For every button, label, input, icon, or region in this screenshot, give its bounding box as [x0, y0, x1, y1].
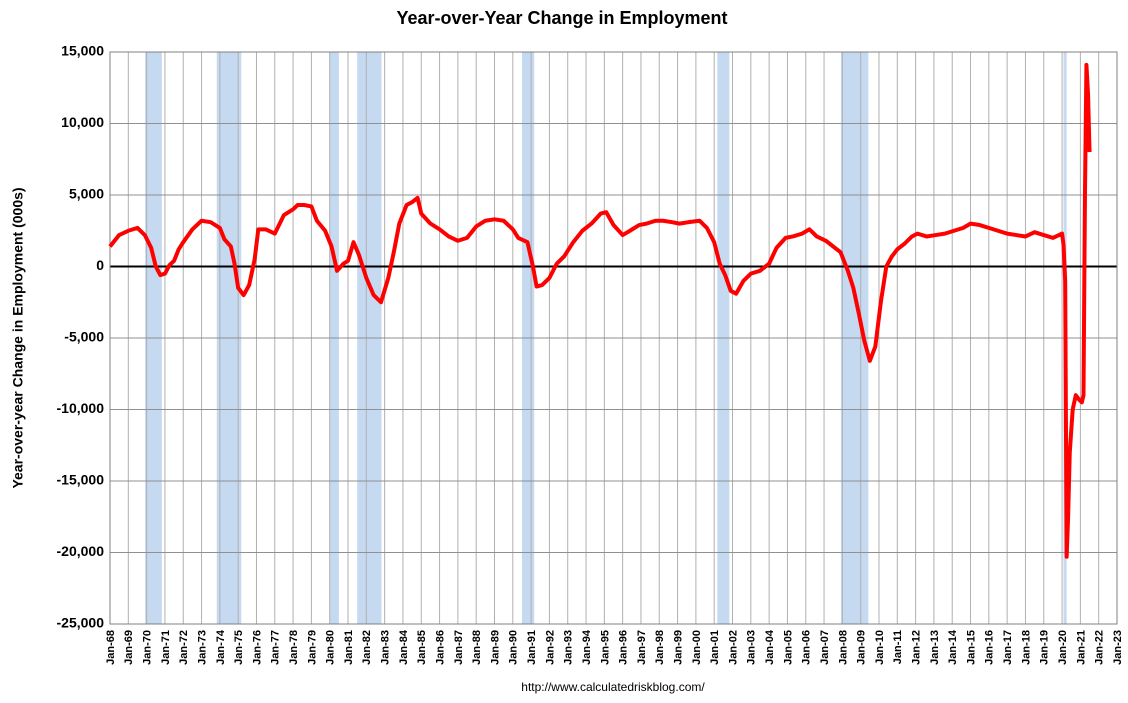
x-tick-label: Jan-01 — [709, 630, 721, 665]
x-tick-label: Jan-11 — [892, 630, 904, 664]
x-tick-label: Jan-72 — [178, 630, 190, 665]
x-tick-label: Jan-86 — [434, 630, 446, 665]
x-tick-label: Jan-16 — [984, 630, 996, 665]
chart-title: Year-over-Year Change in Employment — [396, 8, 727, 28]
x-tick-label: Jan-20 — [1057, 630, 1069, 665]
x-tick-label: Jan-76 — [251, 630, 263, 665]
y-tick-label: -25,000 — [57, 615, 105, 631]
y-tick-label: -20,000 — [57, 543, 105, 559]
x-tick-label: Jan-69 — [123, 630, 135, 665]
x-tick-label: Jan-03 — [746, 630, 758, 665]
y-tick-label: 0 — [96, 257, 104, 273]
x-tick-label: Jan-94 — [581, 629, 593, 665]
x-tick-label: Jan-08 — [837, 630, 849, 665]
x-tick-label: Jan-89 — [489, 630, 501, 665]
x-tick-label: Jan-10 — [874, 630, 886, 665]
y-tick-label: 5,000 — [69, 186, 104, 202]
x-tick-label: Jan-07 — [819, 630, 831, 665]
y-tick-label: -10,000 — [57, 400, 105, 416]
series-line — [108, 62, 1092, 559]
x-tick-label: Jan-96 — [618, 630, 630, 665]
x-tick-label: Jan-17 — [1002, 630, 1014, 665]
x-tick-label: Jan-78 — [288, 630, 300, 665]
x-tick-label: Jan-95 — [599, 630, 611, 665]
y-tick-label: 15,000 — [61, 43, 104, 59]
x-tick-label: Jan-71 — [160, 630, 172, 665]
x-tick-label: Jan-83 — [380, 630, 392, 665]
x-tick-label: Jan-23 — [1112, 630, 1124, 665]
x-tick-label: Jan-73 — [196, 630, 208, 665]
source: http://www.calculatedriskblog.com/ — [521, 680, 705, 694]
y-axis-label: Year-over-year Change in Employment (000… — [10, 187, 26, 488]
plot-border — [109, 51, 1118, 625]
x-tick-label: Jan-19 — [1039, 630, 1051, 665]
x-tick-label: Jan-04 — [764, 629, 776, 665]
x-tick-label: Jan-68 — [105, 630, 117, 665]
x-tick-label: Jan-15 — [965, 630, 977, 665]
x-tick-label: Jan-93 — [563, 630, 575, 665]
x-tick-label: Jan-09 — [856, 630, 868, 665]
x-tick-label: Jan-87 — [453, 630, 465, 665]
x-tick-label: Jan-70 — [142, 630, 154, 665]
x-tick-label: Jan-90 — [508, 630, 520, 665]
x-tick-label: Jan-91 — [526, 630, 538, 665]
y-tick-label: -15,000 — [57, 472, 105, 488]
x-tick-label: Jan-92 — [544, 630, 556, 665]
x-tick-label: Jan-06 — [801, 630, 813, 665]
x-tick-label: Jan-85 — [416, 630, 428, 665]
x-tick-label: Jan-21 — [1075, 630, 1087, 665]
x-tick-label: Jan-82 — [361, 630, 373, 665]
x-tick-label: Jan-22 — [1094, 630, 1106, 665]
x-tick-label: Jan-75 — [233, 630, 245, 665]
x-tick-label: Jan-13 — [929, 630, 941, 665]
x-tick-label: Jan-12 — [911, 630, 923, 665]
y-tick-label: 10,000 — [61, 114, 104, 130]
x-tick-label: Jan-84 — [398, 629, 410, 665]
y-tick-label: -5,000 — [64, 329, 104, 345]
x-tick-label: Jan-79 — [306, 630, 318, 665]
x-tick-label: Jan-00 — [691, 630, 703, 665]
x-tick-label: Jan-98 — [654, 630, 666, 665]
x-tick-label: Jan-99 — [672, 630, 684, 665]
x-tick-label: Jan-74 — [215, 629, 227, 665]
x-tick-label: Jan-05 — [782, 630, 794, 665]
x-tick-label: Jan-81 — [343, 630, 355, 665]
x-tick-label: Jan-14 — [947, 629, 959, 665]
x-tick-label: Jan-97 — [636, 630, 648, 665]
x-tick-label: Jan-18 — [1020, 630, 1032, 665]
x-tick-label: Jan-80 — [325, 630, 337, 665]
x-tick-label: Jan-77 — [270, 630, 282, 665]
x-tick-label: Jan-88 — [471, 630, 483, 665]
x-tick-label: Jan-02 — [727, 630, 739, 665]
